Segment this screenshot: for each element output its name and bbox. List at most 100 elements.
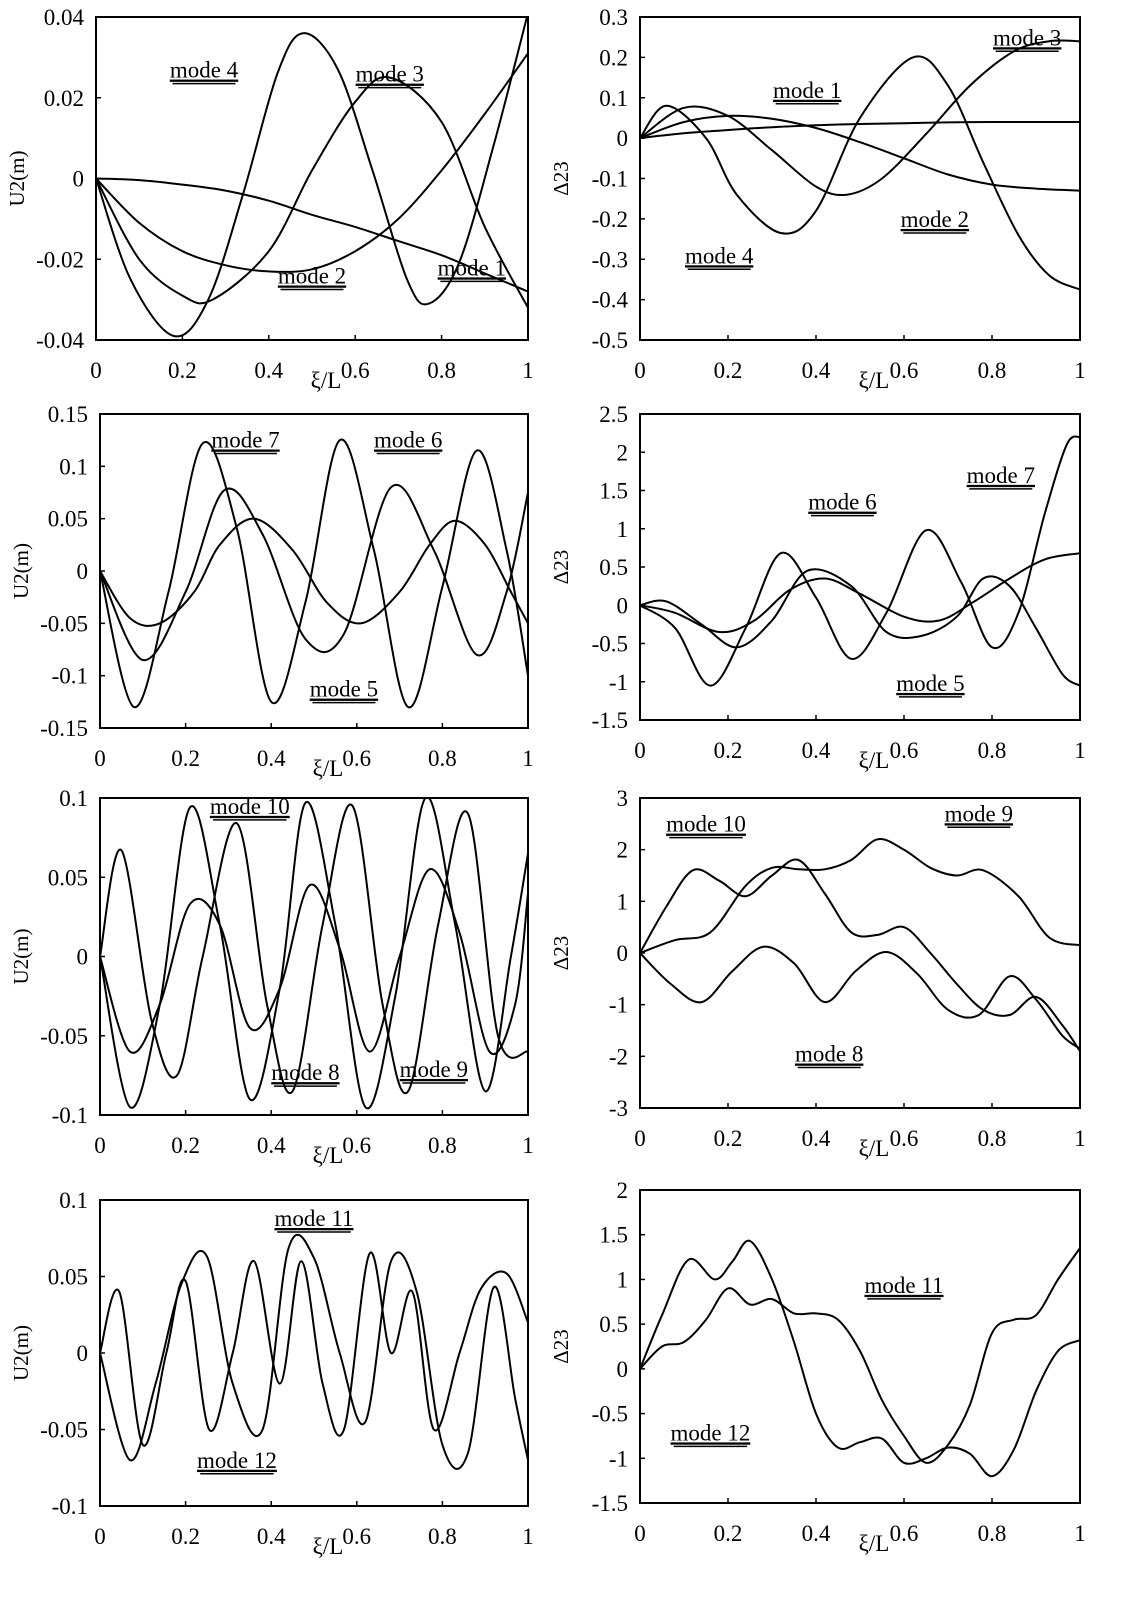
y-tick-label: -0.02 (36, 247, 84, 272)
y-tick-label: -1 (609, 670, 628, 695)
series-line-mode-4 (96, 17, 528, 338)
y-tick-label: -0.05 (40, 611, 88, 636)
x-tick-label: 0.6 (890, 1126, 919, 1151)
series-line-mode-10 (100, 803, 528, 1095)
x-tick-label: 0.2 (171, 1133, 200, 1158)
annotation-label: mode 3 (993, 25, 1061, 50)
chart-panel-4: 2.521.510.50-0.5-1-1.50 0.2 0.4 0.6 0.8 1ξ/LΔ… (549, 402, 1086, 773)
plot-frame (95, 16, 529, 341)
annotation-label: mode 1 (773, 78, 841, 103)
y-tick-label: 0 (77, 945, 89, 970)
y-tick-label: 0.5 (599, 1312, 628, 1337)
annotation-label: mode 9 (945, 801, 1013, 826)
x-tick-label: 0.4 (802, 1521, 831, 1546)
x-axis-label: ξ/L (313, 1143, 344, 1168)
y-tick-label: 2 (617, 440, 629, 465)
y-tick-label: -0.5 (592, 328, 628, 353)
x-tick-label: 0.8 (428, 746, 457, 771)
annotation-label: mode 11 (865, 1273, 944, 1298)
x-tick-label: 0 (634, 358, 646, 383)
y-tick-label: 1 (617, 517, 629, 542)
annotation-label: mode 7 (211, 427, 279, 452)
series-line-mode-8 (100, 868, 528, 1055)
x-axis-label: ξ/L (313, 1534, 344, 1559)
y-axis-label: Δ23 (549, 161, 573, 196)
chart-panel-1: 0.040.020-0.02-0.040 0.2 0.4 0.6 0.8 1ξ/LU2(m… (5, 5, 534, 393)
y-tick-label: 1 (617, 889, 629, 914)
x-tick-label: 0.2 (171, 746, 200, 771)
y-tick-label: -0.04 (36, 328, 84, 353)
x-tick-label: 0 (94, 1524, 106, 1549)
annotation-label: mode 5 (896, 671, 964, 696)
y-tick-label: 0.02 (44, 86, 84, 111)
y-tick-label: -1 (609, 1446, 628, 1471)
annotation-label: mode 12 (197, 1448, 277, 1473)
x-tick-label: 1 (522, 1524, 534, 1549)
series-line-mode-12 (640, 1239, 1080, 1478)
y-tick-label: 0 (77, 1341, 89, 1366)
plot-frame (639, 16, 1081, 341)
series-line-mode-4 (640, 55, 1080, 291)
x-tick-label: 0 (634, 1521, 646, 1546)
series-line-mode-5 (640, 552, 1080, 634)
y-tick-label: 0 (617, 941, 629, 966)
y-tick-label: -0.3 (592, 247, 628, 272)
y-tick-label: -0.15 (40, 716, 88, 741)
x-tick-label: 0.4 (257, 1133, 286, 1158)
y-tick-label: -0.05 (40, 1418, 88, 1443)
y-tick-label: -0.2 (592, 207, 628, 232)
annotation-label: mode 5 (310, 677, 378, 702)
x-tick-label: 0.4 (802, 738, 831, 763)
x-tick-label: 1 (522, 746, 534, 771)
x-tick-label: 1 (522, 1133, 534, 1158)
y-tick-label: 0.05 (48, 1265, 88, 1290)
x-axis-label: ξ/L (313, 756, 344, 781)
y-tick-label: -0.1 (52, 664, 88, 689)
y-tick-label: 0.1 (599, 86, 628, 111)
x-tick-label: 0 (94, 746, 106, 771)
x-tick-label: 0.2 (171, 1524, 200, 1549)
y-tick-label: 3 (617, 786, 629, 811)
x-tick-label: 0.8 (427, 358, 456, 383)
y-tick-label: 0.04 (44, 5, 85, 30)
x-tick-label: 0.2 (714, 1126, 743, 1151)
y-tick-label: -0.1 (52, 1494, 88, 1519)
series-line-mode-9 (640, 838, 1080, 954)
x-tick-label: 1 (1074, 1521, 1086, 1546)
series-line-mode-9 (100, 798, 528, 1110)
x-tick-label: 0.8 (428, 1133, 457, 1158)
y-tick-label: 0 (617, 126, 629, 151)
x-tick-label: 0.4 (257, 1524, 286, 1549)
annotation-label: mode 6 (808, 490, 876, 515)
series-line-mode-12 (100, 1233, 528, 1470)
plot-frame (639, 413, 1081, 721)
x-tick-label: 0.8 (978, 1521, 1007, 1546)
x-tick-label: 0.4 (802, 1126, 831, 1151)
series-line-mode-11 (640, 1247, 1080, 1464)
series-line-mode-6 (640, 568, 1080, 687)
y-axis-label: Δ23 (549, 936, 573, 971)
x-tick-label: 1 (1074, 1126, 1086, 1151)
annotation-label: mode 7 (967, 463, 1035, 488)
y-tick-label: -0.05 (40, 1024, 88, 1049)
x-tick-label: 0.2 (714, 738, 743, 763)
annotation-label: mode 1 (438, 255, 506, 280)
x-tick-label: 0.4 (254, 358, 283, 383)
series-line-mode-3 (96, 76, 528, 309)
y-tick-label: 2 (617, 838, 629, 863)
y-tick-label: 0.1 (59, 1188, 88, 1213)
y-tick-label: -0.1 (592, 167, 628, 192)
x-tick-label: 0 (634, 738, 646, 763)
chart-panel-5: 0.10.050-0.05-0.10 0.2 0.4 0.6 0.8 1ξ/LU2(m)m… (9, 786, 534, 1168)
y-tick-label: 1.5 (599, 479, 628, 504)
series-line-mode-1 (96, 177, 528, 293)
x-tick-label: 0.6 (342, 1133, 371, 1158)
y-tick-label: 0 (617, 593, 629, 618)
y-axis-label: Δ23 (549, 550, 573, 585)
x-tick-label: 0.6 (890, 1521, 919, 1546)
x-tick-label: 0.6 (890, 358, 919, 383)
x-tick-label: 1 (522, 358, 534, 383)
x-tick-label: 1 (1074, 738, 1086, 763)
y-tick-label: 2 (617, 1178, 629, 1203)
